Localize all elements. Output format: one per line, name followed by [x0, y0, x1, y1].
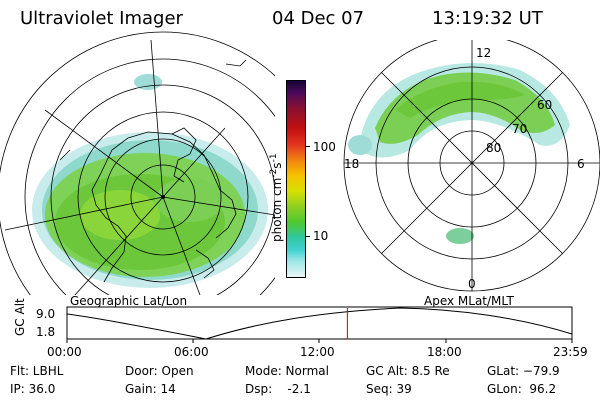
intensity-colorbar [286, 80, 306, 278]
timeline-xtick-label: 00:00 [47, 345, 82, 359]
timeline-xtick-label: 06:00 [174, 345, 209, 359]
timeline-xtick-label: 12:00 [300, 345, 335, 359]
colorbar-tick [305, 236, 310, 237]
colorbar-tick-label: 100 [313, 140, 336, 154]
colorbar-unit-label: photon cm-2s-1 [269, 153, 284, 242]
timeline-ytick: 9.0 [36, 307, 56, 321]
filter-info: Flt: LBHL [10, 364, 64, 378]
timeline-ytick: 1.8 [36, 325, 56, 339]
coastlines [59, 59, 247, 283]
mlt-label-0: 0 [468, 277, 476, 291]
magnetic-polar-plot [343, 40, 600, 292]
gain-info: Gain: 14 [125, 382, 176, 396]
mlt-label-6: 6 [577, 157, 585, 171]
geographic-pole-marker [161, 195, 165, 199]
altitude-timeline [66, 306, 573, 343]
app-title: Ultraviolet Imager [20, 8, 183, 29]
door-info: Door: Open [125, 364, 194, 378]
glat-info: GLat: −79.9 [487, 364, 560, 378]
ip-info: IP: 36.0 [10, 382, 56, 396]
timeline-xtick-label: 23:59 [553, 345, 588, 359]
header-date: 04 Dec 07 [272, 8, 365, 29]
timeline-frame [66, 306, 573, 340]
mlat-label-80: 80 [486, 141, 502, 155]
altitude-curve [66, 307, 573, 340]
right-panel-label: Apex MLat/MLT [424, 294, 514, 308]
mlat-label-70: 70 [512, 122, 528, 136]
lon-grid-left [4, 39, 275, 295]
mlt-label-12: 12 [476, 46, 492, 60]
mlat-label-60: 60 [537, 98, 553, 112]
lat-grid-left [0, 31, 275, 295]
seq-info: Seq: 39 [366, 382, 412, 396]
glon-info: GLon: 96.2 [487, 382, 557, 396]
geographic-polar-map [0, 31, 275, 295]
timeline-xtick-label: 18:00 [427, 345, 462, 359]
gc-alt-info: GC Alt: 8.5 Re [366, 364, 450, 378]
mode-info: Mode: Normal [245, 364, 329, 378]
aurora-emission-right [348, 62, 570, 244]
colorbar-tick-label: 10 [313, 229, 329, 243]
timeline-xticks [66, 339, 573, 343]
dsp-info: Dsp: -2.1 [245, 382, 311, 396]
colorbar-tick [305, 146, 310, 147]
left-panel-label: Geographic Lat/Lon [70, 294, 188, 308]
header-time: 13:19:32 UT [432, 8, 543, 29]
mlt-label-18: 18 [344, 157, 360, 171]
mlt-grid [344, 40, 600, 291]
aurora-emission-left [32, 74, 268, 288]
